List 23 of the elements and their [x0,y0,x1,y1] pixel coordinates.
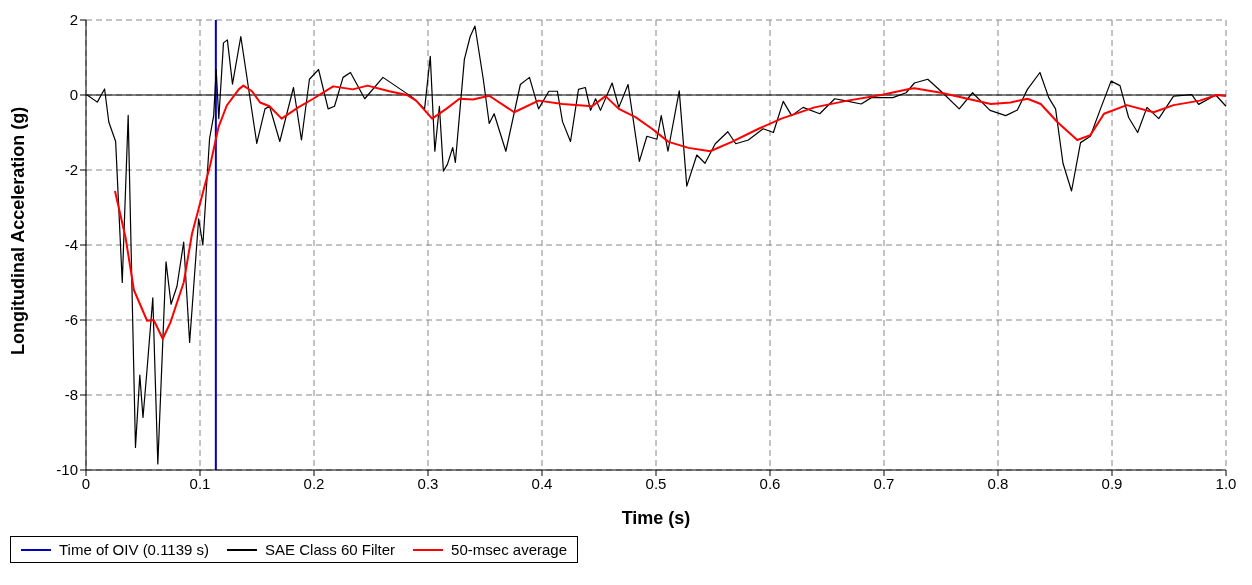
legend-label: SAE Class 60 Filter [265,541,396,558]
legend-label: Time of OIV (0.1139 s) [59,541,210,558]
y-tick-label: 0 [69,86,78,104]
x-tick-label: 0.1 [189,474,211,492]
y-tick-label: -6 [64,311,78,329]
x-tick-label: 0.4 [531,474,553,492]
x-tick-label: 0.7 [873,474,895,492]
x-tick-label: 0.9 [1101,474,1123,492]
y-axis-title: Longitudinal Acceleration (g) [8,106,29,355]
y-tick-label: -2 [64,161,78,179]
y-tick-label: -8 [64,386,78,404]
x-tick-label: 0.2 [303,474,325,492]
x-tick-label: 0.3 [417,474,439,492]
x-tick-label: 0.5 [645,474,667,492]
x-axis-title: Time (s) [621,508,691,528]
x-tick-label: 0.6 [759,474,781,492]
x-tick-label: 0.8 [987,474,1009,492]
x-tick-label: 1.0 [1215,474,1237,492]
y-tick-label: 2 [69,11,78,29]
y-tick-label: -4 [64,236,78,254]
y-tick-label: -10 [56,461,78,479]
legend-label: 50-msec average [451,541,568,558]
x-tick-label: 0 [81,474,91,492]
